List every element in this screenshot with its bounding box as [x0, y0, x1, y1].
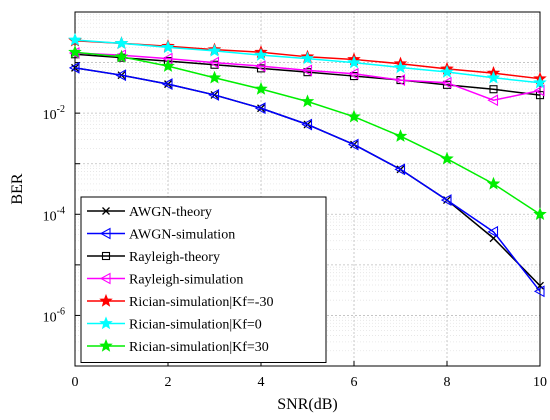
plot-frame [74, 11, 541, 367]
series-marker [487, 225, 499, 238]
legend-label: Rayleigh-theory [129, 250, 220, 265]
x-tick-label: 8 [444, 375, 451, 390]
x-axis-title: SNR(dB) [277, 396, 337, 413]
series-marker [301, 64, 313, 77]
legend-label: AWGN-simulation [129, 228, 235, 243]
series-marker [440, 194, 452, 207]
x-tick-label: 0 [72, 375, 79, 390]
legend-label: AWGN-theory [129, 205, 212, 220]
series-marker [207, 70, 222, 84]
series-marker [254, 102, 266, 115]
x-tick-label: 2 [165, 375, 172, 390]
series-marker [533, 84, 545, 97]
series-marker [300, 94, 315, 108]
series-marker [301, 118, 313, 131]
x-tick-label: 10 [533, 375, 547, 390]
series-marker [254, 81, 268, 95]
series-marker [161, 59, 175, 72]
y-tick-label: 10-6 [43, 306, 65, 325]
series-marker [99, 316, 113, 330]
series-marker [533, 207, 547, 221]
series-marker [486, 70, 501, 84]
series-marker [347, 67, 359, 80]
series-marker [394, 74, 406, 87]
series-marker [99, 272, 111, 285]
y-tick-label: 10-4 [43, 205, 65, 224]
series-line [74, 53, 541, 96]
legend-label: Rician-simulation|Kf=0 [129, 318, 262, 333]
series-marker [208, 56, 220, 69]
series-marker [300, 51, 315, 65]
series-marker [208, 89, 220, 101]
x-tick-label: 6 [351, 375, 358, 390]
series-awgn-simulation [68, 61, 545, 298]
series-marker [487, 94, 499, 107]
grid-layer [74, 12, 541, 367]
legend-label: Rician-simulation|Kf=30 [129, 340, 269, 355]
legend-box [80, 196, 327, 363]
series-marker [207, 43, 222, 57]
series-line [74, 52, 541, 102]
series-marker [440, 151, 454, 165]
series-marker [68, 32, 82, 46]
series-marker [393, 60, 408, 74]
series-marker [161, 40, 175, 54]
series-marker [99, 227, 111, 240]
series-layer [68, 32, 547, 298]
series-marker [533, 285, 545, 298]
series-line [74, 67, 541, 292]
legend-label: Rician-simulation|Kf=-30 [129, 295, 273, 310]
series-marker [161, 78, 173, 91]
series-marker [101, 251, 111, 261]
axis-layer: 0 2 4 6 8 10 10-2 10-4 10-6 [43, 11, 547, 390]
series-marker [114, 36, 129, 50]
series-marker [68, 45, 82, 58]
y-tick-label: 10-2 [43, 104, 65, 123]
series-marker [489, 85, 498, 94]
series-marker [347, 138, 359, 151]
series-marker [440, 64, 454, 78]
series-rician-simulation-kf-0 [68, 32, 547, 89]
series-marker [393, 129, 408, 142]
series-marker [394, 163, 406, 176]
x-tick-label: 4 [258, 375, 265, 390]
series-marker [99, 338, 113, 352]
series-marker [347, 55, 361, 69]
series-marker [114, 49, 129, 63]
series-marker [254, 48, 268, 61]
series-marker [99, 293, 113, 307]
series-marker [254, 60, 266, 73]
y-axis-title: BER [9, 173, 26, 204]
series-marker [68, 61, 80, 74]
series-rician-simulation-kf-30 [68, 45, 547, 221]
series-marker [440, 76, 452, 89]
series-marker [102, 207, 110, 215]
series-marker [533, 75, 547, 89]
legend: AWGN-theory AWGN-simulation Rayleigh-theor… [80, 196, 327, 363]
legend-label: Rayleigh-simulation [129, 273, 243, 288]
series-marker [486, 176, 501, 190]
series-marker [115, 69, 127, 82]
series-marker [347, 109, 361, 123]
